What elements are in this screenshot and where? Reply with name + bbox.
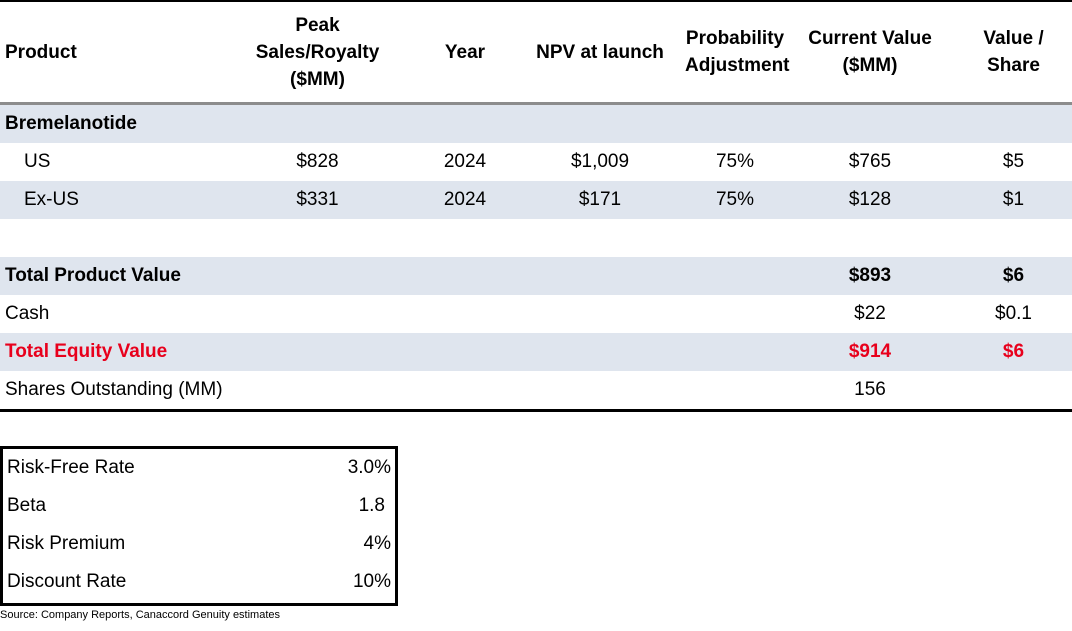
- value-per-share-cell: $1: [955, 181, 1072, 219]
- section-label: Bremelanotide: [0, 103, 1072, 143]
- header-value-per-share: Value / Share: [955, 2, 1072, 105]
- list-item: Beta 1.8: [3, 487, 395, 525]
- wacc-label: Risk-Free Rate: [7, 457, 135, 478]
- current-value-cell: $22: [854, 303, 886, 324]
- table-row: US $828 2024 $1,009 75% $765 $5: [0, 143, 1072, 181]
- value-per-share-cell: $5: [1002, 151, 1025, 172]
- spacer-row: [0, 219, 1072, 257]
- current-value-cell: $128: [785, 181, 955, 219]
- total-equity-row: Total Equity Value $914 $6: [0, 333, 1072, 371]
- wacc-value: 1.8: [358, 495, 385, 516]
- top-rule: [0, 0, 1072, 2]
- row-label: Cash: [5, 303, 50, 324]
- list-item: Risk Premium 4%: [3, 525, 395, 563]
- wacc-value: 10%: [352, 571, 391, 592]
- peak-sales-cell: $828: [296, 151, 339, 172]
- header-peak-sales: Peak Sales/Royalty ($MM): [220, 2, 415, 105]
- row-label: Total Equity Value: [0, 333, 785, 371]
- valuation-table: Product Peak Sales/Royalty ($MM) Year NPV …: [0, 2, 1072, 412]
- header-probability: Probability Adjustment: [685, 2, 790, 105]
- current-value-cell: $765: [848, 151, 892, 172]
- list-item: Discount Rate 10%: [3, 563, 395, 601]
- header-npv: NPV at launch: [515, 2, 685, 105]
- npv-cell: $1,009: [570, 151, 630, 172]
- value-per-share-cell: $6: [955, 333, 1072, 371]
- wacc-label: Discount Rate: [7, 571, 127, 592]
- probability-cell: 75%: [685, 181, 785, 219]
- row-label: US: [24, 151, 51, 172]
- peak-sales-cell: $331: [220, 181, 415, 219]
- shares-row: Shares Outstanding (MM) 156: [0, 371, 1072, 412]
- cash-row: Cash $22 $0.1: [0, 295, 1072, 333]
- current-value-cell: 156: [785, 371, 955, 412]
- value-per-share-cell: [955, 371, 1072, 412]
- current-value-cell: $914: [785, 333, 955, 371]
- row-label: Shares Outstanding (MM): [0, 371, 785, 412]
- header-product: Product: [0, 2, 220, 105]
- table-row: Ex-US $331 2024 $171 75% $128 $1: [0, 181, 1072, 219]
- total-product-row: Total Product Value $893 $6: [0, 257, 1072, 295]
- value-per-share-cell: $0.1: [995, 303, 1032, 324]
- npv-cell: $171: [515, 181, 685, 219]
- wacc-value: 4%: [363, 533, 391, 554]
- row-label: Total Product Value: [0, 257, 785, 295]
- discount-rate-box: Risk-Free Rate 3.0% Beta 1.8 Risk Premiu…: [0, 446, 398, 606]
- source-note: Source: Company Reports, Canaccord Genui…: [0, 609, 281, 621]
- header-year: Year: [415, 2, 515, 105]
- header-row: Product Peak Sales/Royalty ($MM) Year NPV …: [0, 2, 1072, 105]
- wacc-label: Beta: [7, 495, 47, 516]
- wacc-label: Risk Premium: [7, 533, 126, 554]
- current-value-cell: $893: [785, 257, 955, 295]
- year-cell: 2024: [443, 151, 487, 172]
- header-current-value: Current Value ($MM): [785, 2, 955, 105]
- wacc-value: 3.0%: [347, 457, 391, 478]
- value-per-share-cell: $6: [955, 257, 1072, 295]
- year-cell: 2024: [415, 181, 515, 219]
- row-label: Ex-US: [0, 181, 220, 219]
- list-item: Risk-Free Rate 3.0%: [3, 449, 395, 487]
- probability-cell: 75%: [715, 151, 755, 172]
- section-row: Bremelanotide: [0, 103, 1072, 143]
